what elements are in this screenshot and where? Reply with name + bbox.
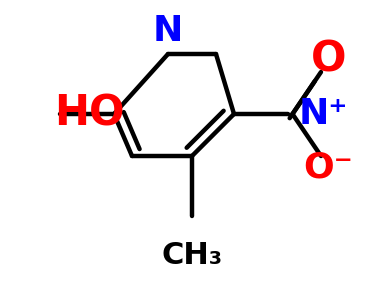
Text: N: N <box>153 14 183 48</box>
Text: HO: HO <box>54 93 124 135</box>
Text: O⁻: O⁻ <box>304 151 353 185</box>
Text: N⁺: N⁺ <box>298 97 348 131</box>
Text: O: O <box>311 39 346 81</box>
Text: CH₃: CH₃ <box>161 241 223 269</box>
